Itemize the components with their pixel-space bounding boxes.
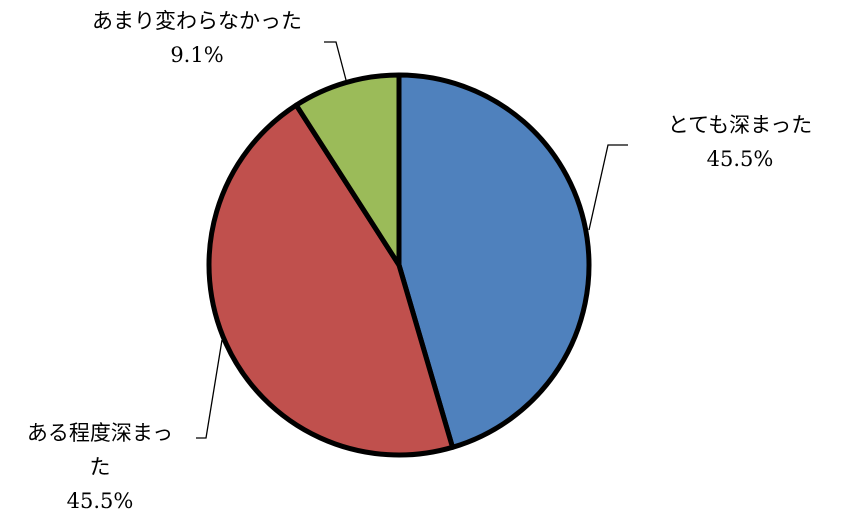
leader-line-slice-0	[588, 144, 628, 231]
slice-label-value: 45.5%	[66, 489, 134, 513]
pie-slice-0	[396, 72, 592, 450]
slice-label-aru-teido-fukamatta: ある程度深まっ た 45.5%	[0, 416, 200, 518]
pie-slices	[206, 72, 592, 458]
slice-label-name-line2: た	[89, 455, 111, 479]
slice-label-value: 9.1%	[170, 43, 224, 67]
pie-slice-2	[293, 72, 402, 268]
leader-line-slice-2	[324, 41, 347, 81]
slice-label-totemo-fukamatta: とても深まった 45.5%	[640, 108, 840, 176]
slice-label-name-line1: ある程度深まっ	[26, 421, 174, 445]
leader-lines	[196, 41, 628, 439]
slice-label-name: とても深まった	[667, 113, 813, 137]
slice-label-value: 45.5%	[706, 147, 774, 171]
slice-label-amari-kawaranakatta: あまり変わらなかった 9.1%	[52, 4, 342, 72]
leader-line-slice-1	[196, 339, 223, 439]
slice-label-name: あまり変わらなかった	[92, 9, 302, 33]
pie-slice-1	[206, 102, 456, 458]
